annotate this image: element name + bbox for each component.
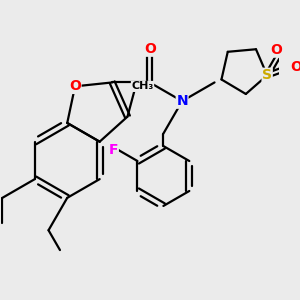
Text: S: S [262, 68, 272, 82]
Text: F: F [109, 142, 118, 157]
Text: O: O [271, 43, 283, 57]
Text: CH₃: CH₃ [131, 81, 154, 92]
Text: O: O [144, 42, 156, 56]
Text: O: O [290, 61, 300, 74]
Text: N: N [176, 94, 188, 108]
Text: O: O [69, 79, 81, 93]
